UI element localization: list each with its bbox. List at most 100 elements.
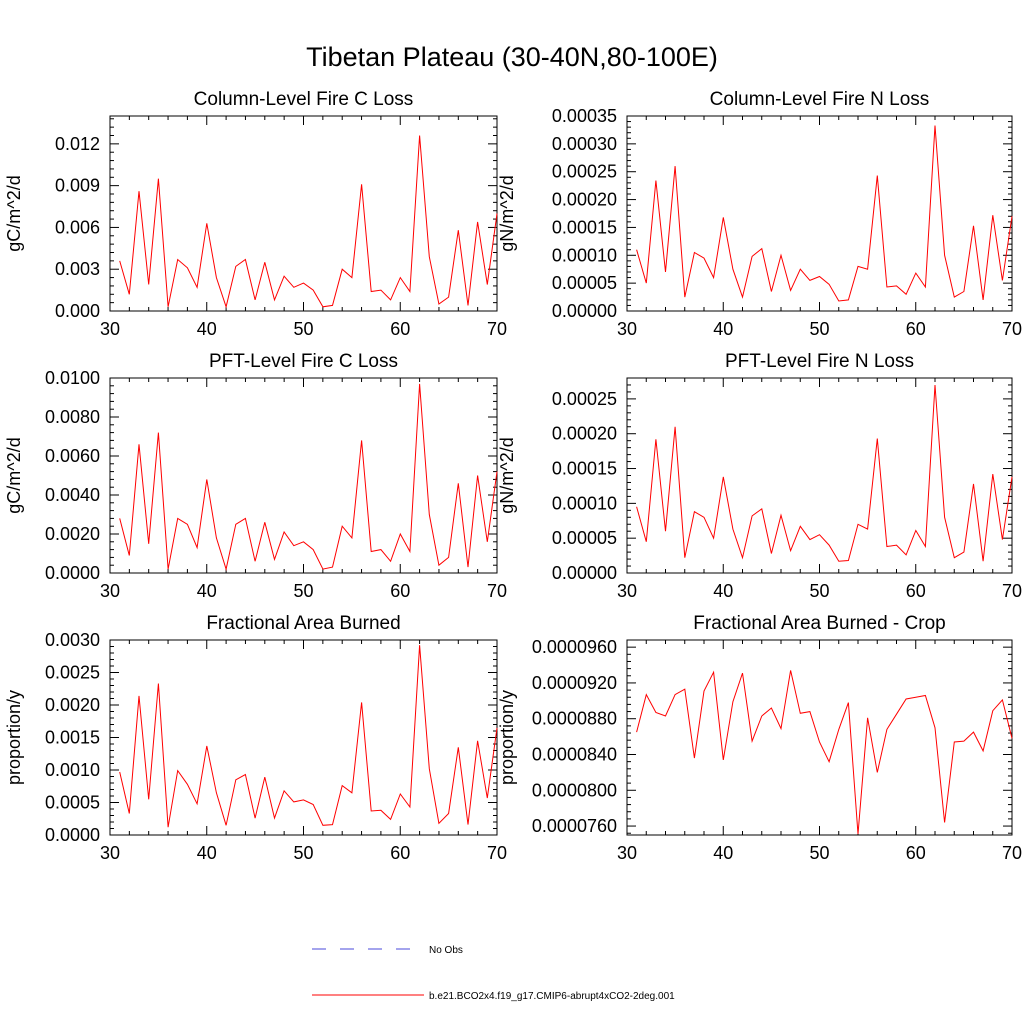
panel-3: PFT-Level Fire C Loss 30 40 50 60 70 0.0000 0.0… — [4, 351, 507, 601]
series-line — [636, 384, 1013, 562]
x-tick-label: 30 — [617, 319, 637, 339]
x-tick-label: 40 — [713, 319, 733, 339]
x-tick-label: 30 — [100, 319, 120, 339]
panel-6: Fractional Area Burned - Crop 30 40 50 60 70 0… — [497, 613, 1022, 863]
y-tick-label: 0.00000 — [552, 301, 617, 321]
y-tick-label: 0.000 — [55, 301, 100, 321]
panel-4: PFT-Level Fire N Loss 30 40 50 60 70 0.00000 0.… — [497, 351, 1022, 601]
y-tick-label: 0.00030 — [552, 134, 617, 154]
panel-5: Fractional Area Burned 30 40 50 60 70 0.0000 0.… — [4, 613, 507, 863]
y-tick-label: 0.00010 — [552, 245, 617, 265]
x-tick-label: 30 — [100, 843, 120, 863]
panel-2: Column-Level Fire N Loss 30 40 50 60 70 0.0000… — [497, 89, 1022, 339]
x-tick-label: 60 — [906, 581, 926, 601]
y-tick-label: 0.00025 — [552, 162, 617, 182]
series-line — [636, 125, 1013, 302]
figure-title: Tibetan Plateau (30-40N,80-100E) — [306, 42, 718, 72]
x-tick-label: 50 — [293, 843, 313, 863]
y-tick-label: 0.0010 — [45, 760, 100, 780]
panel-title: Column-Level Fire N Loss — [710, 89, 930, 110]
y-tick-label: 0.006 — [55, 217, 100, 237]
y-tick-label: 0.0000 — [45, 825, 100, 845]
y-axis-label: gC/m^2/d — [4, 437, 24, 513]
x-tick-label: 40 — [197, 319, 217, 339]
y-tick-label: 0.0000840 — [532, 744, 617, 764]
y-axis-label: proportion/y — [497, 690, 517, 785]
legend-obs-label: No Obs — [429, 945, 463, 956]
x-tick-label: 40 — [713, 581, 733, 601]
x-tick-label: 60 — [906, 843, 926, 863]
x-tick-label: 40 — [197, 581, 217, 601]
y-tick-label: 0.009 — [55, 176, 100, 196]
plot-frame — [626, 115, 1013, 312]
y-tick-label: 0.012 — [55, 134, 100, 154]
x-tick-label: 70 — [1002, 581, 1022, 601]
y-tick-label: 0.00005 — [552, 273, 617, 293]
x-tick-label: 50 — [293, 581, 313, 601]
series-line — [119, 645, 498, 828]
y-tick-label: 0.0020 — [45, 524, 100, 544]
series-line — [119, 383, 498, 572]
y-tick-label: 0.00010 — [552, 493, 617, 513]
legend: No Obs b.e21.BCO2x4.f19_g17.CMIP6-abrupt… — [312, 945, 675, 1002]
panel-1: Column-Level Fire C Loss 30 40 50 60 70 0.000 0… — [4, 89, 507, 339]
series-line — [119, 135, 498, 309]
x-tick-label: 60 — [390, 581, 410, 601]
y-axis-label: gC/m^2/d — [4, 175, 24, 251]
x-tick-label: 70 — [1002, 319, 1022, 339]
plot-frame — [626, 639, 1013, 836]
plot-frame — [109, 115, 498, 312]
x-tick-label: 40 — [197, 843, 217, 863]
y-tick-label: 0.00035 — [552, 106, 617, 126]
plot-frame — [109, 639, 498, 836]
panel-title: Fractional Area Burned — [206, 613, 400, 634]
y-axis-label: gN/m^2/d — [497, 175, 517, 251]
x-tick-label: 30 — [617, 843, 637, 863]
y-tick-label: 0.0025 — [45, 663, 100, 683]
y-tick-label: 0.0060 — [45, 446, 100, 466]
y-tick-label: 0.00000 — [552, 563, 617, 583]
y-axis-label: proportion/y — [4, 690, 24, 785]
x-tick-label: 60 — [906, 319, 926, 339]
y-tick-label: 0.0020 — [45, 695, 100, 715]
x-tick-label: 70 — [487, 319, 507, 339]
y-tick-label: 0.003 — [55, 259, 100, 279]
y-tick-label: 0.0100 — [45, 368, 100, 388]
x-tick-label: 60 — [390, 843, 410, 863]
y-tick-label: 0.00025 — [552, 389, 617, 409]
x-tick-label: 30 — [617, 581, 637, 601]
y-tick-label: 0.0000800 — [532, 780, 617, 800]
series-line — [636, 670, 1013, 835]
panel-title: Column-Level Fire C Loss — [194, 89, 414, 110]
x-tick-label: 50 — [809, 843, 829, 863]
y-tick-label: 0.0000960 — [532, 637, 617, 657]
y-tick-label: 0.0000920 — [532, 673, 617, 693]
x-tick-label: 70 — [487, 581, 507, 601]
x-tick-label: 50 — [293, 319, 313, 339]
y-tick-label: 0.0030 — [45, 630, 100, 650]
panel-title: Fractional Area Burned - Crop — [693, 613, 945, 634]
y-tick-label: 0.0040 — [45, 485, 100, 505]
y-axis-label: gN/m^2/d — [497, 437, 517, 513]
y-tick-label: 0.0000880 — [532, 709, 617, 729]
y-tick-label: 0.00015 — [552, 217, 617, 237]
y-tick-label: 0.00005 — [552, 528, 617, 548]
plot-frame — [109, 377, 498, 574]
y-tick-label: 0.0015 — [45, 728, 100, 748]
x-tick-label: 50 — [809, 319, 829, 339]
y-tick-label: 0.00015 — [552, 459, 617, 479]
plot-frame — [626, 377, 1013, 574]
x-tick-label: 60 — [390, 319, 410, 339]
y-tick-label: 0.0000760 — [532, 816, 617, 836]
panel-title: PFT-Level Fire C Loss — [209, 351, 398, 372]
y-tick-label: 0.00020 — [552, 424, 617, 444]
y-tick-label: 0.0080 — [45, 407, 100, 427]
x-tick-label: 70 — [1002, 843, 1022, 863]
x-tick-label: 50 — [809, 581, 829, 601]
panel-title: PFT-Level Fire N Loss — [725, 351, 914, 372]
y-tick-label: 0.0005 — [45, 793, 100, 813]
legend-model-label: b.e21.BCO2x4.f19_g17.CMIP6-abrupt4xCO2-2… — [429, 991, 675, 1002]
x-tick-label: 30 — [100, 581, 120, 601]
